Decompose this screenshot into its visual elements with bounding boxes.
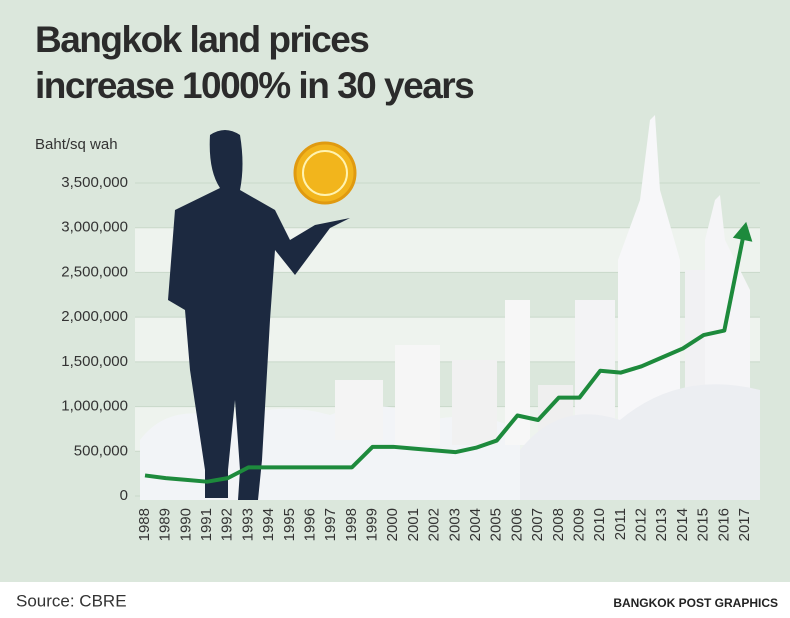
y-tick-label: 500,000 bbox=[74, 442, 128, 459]
x-tick-label: 2015 bbox=[695, 508, 712, 541]
illustration bbox=[140, 115, 760, 500]
x-tick-label: 1992 bbox=[219, 508, 236, 541]
x-tick-label: 2003 bbox=[446, 508, 463, 541]
arrow-head bbox=[732, 221, 753, 242]
x-tick-label: 2008 bbox=[550, 508, 567, 541]
data-line bbox=[144, 227, 747, 484]
x-tick-label: 2014 bbox=[674, 508, 691, 541]
y-axis-label: Baht/sq wah bbox=[35, 136, 118, 153]
x-tick-label: 2017 bbox=[736, 508, 753, 541]
x-tick-label: 1995 bbox=[281, 508, 298, 541]
x-tick-label: 1990 bbox=[177, 508, 194, 541]
y-tick-label: 2,500,000 bbox=[61, 263, 128, 280]
x-tick-label: 2002 bbox=[426, 508, 443, 541]
x-tick-label: 1996 bbox=[301, 508, 318, 541]
x-tick-label: 1997 bbox=[322, 508, 339, 541]
x-tick-label: 2013 bbox=[653, 508, 670, 541]
x-tick-label: 2007 bbox=[529, 508, 546, 541]
x-tick-label: 2011 bbox=[612, 508, 629, 540]
x-tick-label: 2001 bbox=[405, 508, 422, 541]
x-tick-label: 2016 bbox=[715, 508, 732, 541]
x-tick-label: 2010 bbox=[591, 508, 608, 541]
x-tick-label: 1988 bbox=[136, 508, 153, 541]
chart-title: increase 1000% in 30 years bbox=[35, 65, 474, 106]
x-tick-label: 2004 bbox=[467, 508, 484, 541]
x-tick-label: 2009 bbox=[570, 508, 587, 541]
y-tick-label: 3,500,000 bbox=[61, 174, 128, 191]
x-tick-label: 2006 bbox=[508, 508, 525, 541]
x-tick-label: 1998 bbox=[343, 508, 360, 541]
x-tick-label: 1993 bbox=[239, 508, 256, 541]
x-tick-label: 1994 bbox=[260, 508, 277, 541]
x-tick-label: 2012 bbox=[633, 508, 650, 541]
source: Source: CBRE bbox=[16, 591, 127, 610]
y-tick-label: 0 bbox=[120, 487, 128, 504]
x-tick-label: 2005 bbox=[488, 508, 505, 541]
y-tick-label: 1,500,000 bbox=[61, 353, 128, 370]
x-tick-label: 1991 bbox=[198, 508, 215, 541]
x-tick-label: 1999 bbox=[364, 508, 381, 541]
x-tick-label: 1989 bbox=[157, 508, 174, 541]
chart-title: Bangkok land prices bbox=[35, 19, 369, 60]
y-tick-label: 1,000,000 bbox=[61, 398, 128, 415]
y-tick-label: 2,000,000 bbox=[61, 308, 128, 325]
credit: BANGKOK POST GRAPHICS bbox=[613, 596, 778, 610]
x-tick-label: 2000 bbox=[384, 508, 401, 541]
footer bbox=[0, 582, 790, 618]
y-tick-label: 3,000,000 bbox=[61, 219, 128, 236]
